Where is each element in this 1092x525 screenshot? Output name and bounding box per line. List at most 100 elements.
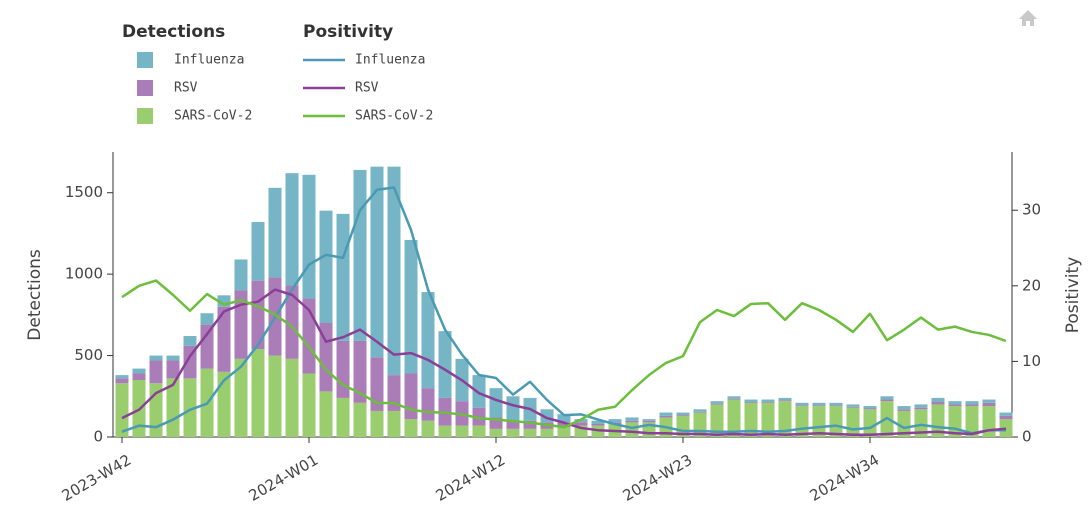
bar — [472, 375, 486, 408]
bar — [268, 355, 282, 437]
y2-tick-label: 0 — [1022, 428, 1032, 446]
bar — [506, 420, 520, 429]
bar — [421, 388, 435, 421]
bar — [693, 411, 707, 413]
bar — [421, 420, 435, 437]
bar — [115, 378, 129, 384]
bar — [914, 409, 928, 437]
bar — [676, 415, 690, 416]
bar — [234, 358, 248, 437]
bar — [727, 396, 741, 399]
bar — [999, 419, 1013, 437]
legend-label: RSV — [355, 81, 379, 96]
bar — [489, 388, 503, 418]
y-tick-label: 1500 — [65, 183, 103, 201]
bar — [778, 400, 792, 402]
bar — [880, 399, 894, 402]
bar — [846, 406, 860, 408]
bar — [302, 373, 316, 437]
bar — [200, 324, 214, 369]
bar — [744, 401, 758, 403]
bar — [166, 355, 180, 361]
bar — [625, 420, 639, 423]
bar — [710, 404, 724, 437]
bar — [234, 259, 248, 291]
y-tick-label: 0 — [93, 428, 103, 446]
bar — [251, 280, 265, 350]
y-axis-title: Detections — [25, 249, 45, 341]
bar — [132, 373, 146, 380]
bar — [285, 173, 299, 286]
legend-label: Influenza — [174, 53, 244, 68]
bar — [659, 412, 673, 416]
bar — [744, 402, 758, 437]
bar — [795, 402, 809, 406]
bar — [829, 402, 843, 406]
bar — [489, 428, 503, 437]
bar — [608, 419, 622, 423]
bar — [506, 396, 520, 421]
bar — [693, 409, 707, 412]
bar — [370, 357, 384, 411]
y2-tick-label: 10 — [1022, 352, 1041, 370]
bar — [778, 401, 792, 437]
bar — [115, 383, 129, 437]
bar — [931, 397, 945, 402]
bar — [336, 340, 350, 398]
bar — [455, 425, 469, 437]
bar — [863, 409, 877, 437]
bar — [472, 407, 486, 426]
bar — [812, 406, 826, 437]
bar — [676, 412, 690, 416]
bar — [234, 290, 248, 359]
bar — [999, 412, 1013, 416]
legend-swatch — [137, 80, 153, 96]
y-tick-label: 500 — [74, 346, 103, 364]
x-tick-label: 2024-W12 — [433, 451, 509, 505]
y2-axis-title: Positivity — [1063, 257, 1083, 334]
bar — [251, 222, 265, 281]
bar — [710, 403, 724, 405]
bar — [574, 422, 588, 426]
bar — [727, 399, 741, 437]
bar — [404, 419, 418, 437]
bar — [591, 423, 605, 426]
home-shape[interactable] — [1019, 10, 1037, 26]
legend-title: Detections — [122, 22, 225, 42]
bar — [438, 425, 452, 437]
bar — [285, 358, 299, 437]
line — [121, 279, 1007, 429]
bar — [999, 415, 1013, 420]
bar — [846, 404, 860, 407]
bar — [574, 425, 588, 437]
x-tick-label: 2024-W01 — [246, 451, 322, 505]
bar — [200, 313, 214, 325]
bar — [795, 406, 809, 437]
line — [121, 288, 1007, 436]
bar — [472, 425, 486, 437]
legend-label: SARS-CoV-2 — [174, 109, 252, 124]
bar — [217, 295, 231, 307]
bar — [370, 410, 384, 437]
bar — [319, 210, 333, 323]
legend-label: SARS-CoV-2 — [355, 109, 433, 124]
bar — [863, 408, 877, 410]
bar — [625, 417, 639, 421]
bar — [965, 404, 979, 407]
legend-label: Influenza — [355, 53, 425, 68]
bar — [132, 368, 146, 374]
bar — [965, 401, 979, 405]
bar — [166, 360, 180, 379]
bar — [914, 404, 928, 408]
bar — [540, 428, 554, 437]
bar — [710, 401, 724, 404]
bar — [744, 399, 758, 402]
bar — [778, 397, 792, 401]
x-tick-label: 2024-W34 — [807, 451, 883, 505]
bar — [336, 213, 350, 341]
bar — [115, 375, 129, 379]
bar — [421, 292, 435, 389]
home-icon[interactable] — [1019, 10, 1037, 26]
bar — [897, 410, 911, 437]
bar — [506, 428, 520, 437]
